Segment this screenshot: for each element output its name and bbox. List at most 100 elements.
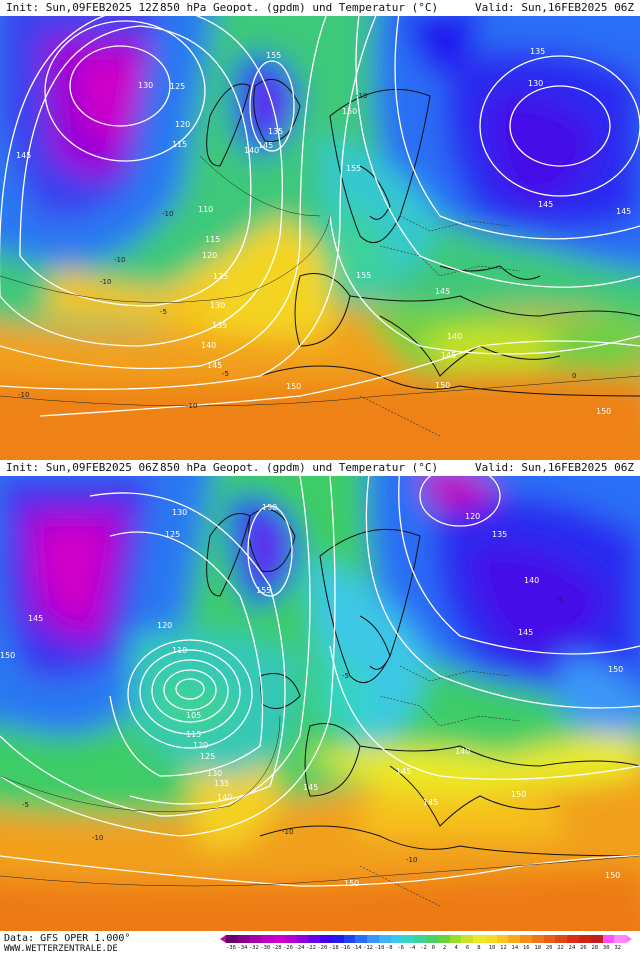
legend-tick-label: 32 (614, 945, 621, 951)
panel2-header: Init: Sun,09FEB2025 06Z 850 hPa Geopot. … (0, 460, 640, 476)
panel1-geo-label: 140 (447, 332, 462, 341)
legend-color-swatch (602, 935, 615, 943)
legend-color-swatch (273, 935, 285, 943)
legend-tick-label: -12 (363, 945, 373, 951)
panel2-temp-labels: -5 -10 -10 -10 -5 -5 (22, 596, 563, 864)
panel1-geo-label: 155 (346, 164, 361, 173)
legend-tick-label: 4 (454, 945, 458, 951)
panel2-geo-label: 125 (165, 530, 180, 539)
legend-color-swatch (308, 935, 321, 943)
legend-tick-label: 12 (500, 945, 507, 951)
panel2-geo-label: 150 (605, 871, 620, 880)
legend-tick-label: -6 (397, 945, 404, 951)
footer: Data: GFS OPER 1.000° WWW.WETTERZENTRALE… (0, 931, 640, 955)
legend-tick-label: -30 (260, 945, 271, 951)
legend-tick-label: -2 (420, 945, 427, 951)
panel1-geo-label: 130 (210, 301, 225, 310)
panel1-header: Init: Sun,09FEB2025 12Z 850 hPa Geopot. … (0, 0, 640, 16)
legend-color-swatch (449, 935, 462, 943)
legend-color-swatch (484, 935, 497, 943)
panel1-temp-label: -10 (100, 278, 111, 286)
panel2-geo-label: 130 (207, 769, 222, 778)
panel2-geo-label: 145 (518, 628, 533, 637)
legend-color-swatch (343, 935, 356, 943)
panel1-geo-label: 145 (441, 351, 456, 360)
panel1-geo-label: 140 (201, 341, 216, 350)
legend-tick-label: 18 (534, 945, 542, 951)
legend-color-swatch (367, 935, 379, 943)
legend-color-swatch (555, 935, 568, 943)
panel2-geo-label: 150 (0, 651, 15, 660)
panel2-init-time: Init: Sun,09FEB2025 06Z (6, 461, 159, 474)
legend-tick-label: 6 (465, 945, 470, 951)
panel2-temp-label: -5 (342, 672, 349, 680)
panel1-geo-label: 115 (205, 235, 220, 244)
legend-min-arrow-icon (220, 935, 226, 943)
panel1-temp-label: -10 (18, 391, 29, 399)
panel1-temp-label: -10 (356, 92, 367, 100)
panel2-geo-label: 135 (214, 779, 229, 788)
panel2-geo-labels: 130 125 120 145 150 150 155 110 105 115 … (0, 503, 623, 888)
panel2-geo-label: 115 (186, 730, 201, 739)
panel1-geo-label: 125 (213, 272, 228, 281)
panel1-geo-label: 150 (286, 382, 301, 391)
legend-tick-label: 2 (443, 945, 447, 951)
panel2-geo-label: 140 (455, 747, 470, 756)
panel1-geo-label: 130 (528, 79, 543, 88)
panel1-geo-label: 120 (175, 120, 190, 129)
legend-tick-label: -32 (248, 945, 259, 951)
panel1-geo-label: 130 (138, 81, 153, 90)
panel2-geo-label: 145 (303, 783, 318, 792)
legend-color-swatch (531, 935, 544, 943)
legend-color-swatch (378, 935, 391, 943)
legend-color-swatch (437, 935, 450, 943)
panel2-temperature-field: 130 125 120 145 150 150 155 110 105 115 … (0, 476, 640, 931)
legend-tick-label: 0 (431, 945, 435, 951)
legend-color-bar (226, 935, 627, 943)
panel1-temp-label: -5 (160, 308, 167, 316)
panel1-borders (359, 215, 521, 437)
panel2-geo-label: 120 (465, 512, 480, 521)
legend-tick-label: -28 (271, 945, 282, 951)
panel2-valid-time: Valid: Sun,16FEB2025 06Z (475, 461, 634, 474)
panel1-geo-label: 150 (435, 381, 450, 390)
legend-color-swatch (320, 935, 332, 943)
legend-tick-label: -36 (226, 945, 236, 951)
legend-color-swatch (567, 935, 579, 943)
legend-tick-label: -24 (294, 945, 305, 951)
panel2-geo-label: 120 (157, 621, 172, 630)
panel1-geo-label: 135 (268, 127, 283, 136)
panel1-title: 850 hPa Geopot. (gpdm) und Temperatur (°… (160, 1, 439, 14)
legend-color-swatch (237, 935, 250, 943)
legend-color-swatch (461, 935, 474, 943)
panel2-coastlines (206, 508, 640, 857)
panel1-geo-label: 120 (202, 251, 217, 260)
panel2-geo-label: 140 (524, 576, 539, 585)
panel2-temp-label: -10 (406, 856, 417, 864)
panel1-geo-label: 155 (266, 51, 281, 60)
panel2-geo-label: 105 (186, 711, 201, 720)
panel1-geo-label: 110 (198, 205, 213, 214)
legend-tick-label: 26 (580, 945, 587, 951)
legend-tick-label: -20 (317, 945, 328, 951)
legend-color-swatch (261, 935, 274, 943)
panel2-geopotential-contours (0, 476, 640, 887)
legend-color-swatch (390, 935, 403, 943)
panel2-geo-label: 150 (262, 503, 277, 512)
panel1-geo-label: 135 (212, 321, 227, 330)
legend-color-swatch (614, 935, 627, 943)
panel1-temperature-contours (0, 155, 640, 407)
data-source-label: Data: GFS OPER 1.000° (4, 933, 131, 944)
panel2-geo-label: 150 (344, 879, 359, 888)
legend-tick-label: 22 (557, 945, 564, 951)
panel2-geo-label: 125 (200, 752, 215, 761)
legend-tick-label: -18 (328, 945, 339, 951)
panel1-temp-label: -10 (114, 256, 125, 264)
panel1-temp-label: -10 (162, 210, 173, 218)
legend-tick-label: -34 (237, 945, 248, 951)
panel2-temperature-contours (0, 715, 640, 887)
legend-tick-label: -16 (340, 945, 351, 951)
legend-color-swatch (249, 935, 262, 943)
legend-tick-label: 24 (568, 945, 576, 951)
legend-color-swatch (402, 935, 415, 943)
